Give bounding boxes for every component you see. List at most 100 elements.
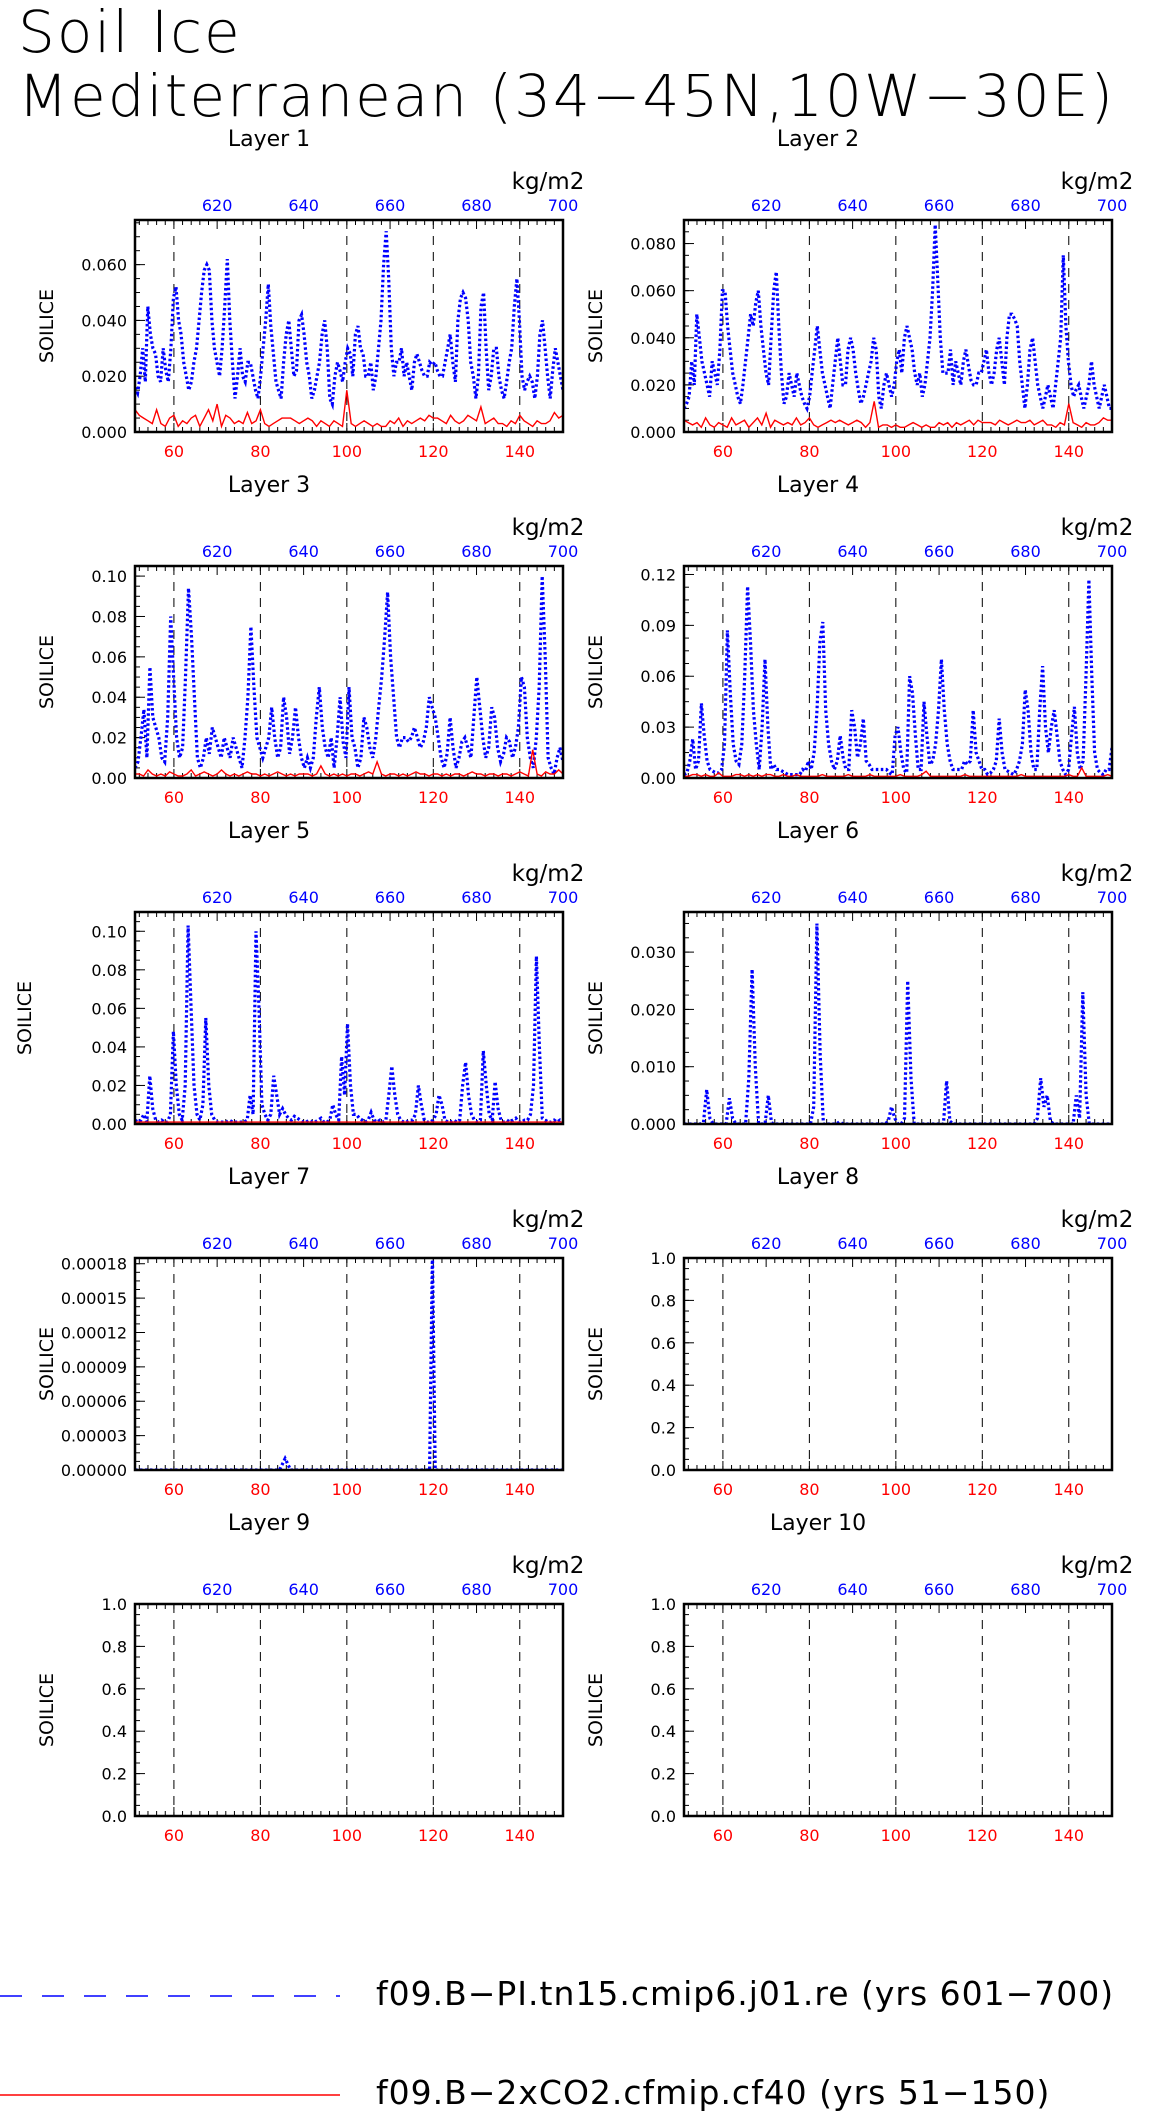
x-tick-label: 60: [713, 442, 733, 461]
x-top-tick-label: 660: [924, 1580, 955, 1599]
x-top-tick-label: 640: [288, 196, 319, 215]
plot-frame: [682, 564, 1114, 780]
x-tick-label: 140: [1053, 1480, 1084, 1499]
x-tick-label: 100: [332, 788, 363, 807]
x-tick-label: 80: [250, 1134, 270, 1153]
x-top-tick-label: 640: [837, 1234, 868, 1253]
y-tick-label: 0.060: [630, 282, 676, 301]
x-top-tick-label: 660: [924, 542, 955, 561]
x-tick-label: 60: [164, 1480, 184, 1499]
top-axis-unit: kg/m2: [1061, 1207, 1134, 1233]
x-top-tick-label: 620: [751, 542, 782, 561]
y-tick-label: 0.10: [91, 922, 127, 941]
x-top-tick-label: 700: [548, 888, 579, 907]
x-top-tick-label: 700: [1097, 196, 1128, 215]
x-tick-label: 60: [713, 1480, 733, 1499]
series-line-control: [684, 923, 1112, 1124]
y-tick-label: 0.020: [630, 376, 676, 395]
series-line-2xco2: [684, 401, 1112, 429]
series-line-control: [684, 224, 1112, 413]
panel-title: Layer 2: [777, 127, 859, 152]
y-tick-label: 0.8: [651, 1291, 676, 1310]
x-top-tick-label: 640: [837, 542, 868, 561]
x-tick-label: 140: [1053, 442, 1084, 461]
y-tick-label: 0.6: [651, 1680, 676, 1699]
series-line-control: [135, 231, 563, 411]
x-top-tick-label: 620: [751, 196, 782, 215]
panel-title: Layer 4: [777, 473, 859, 498]
top-axis-unit: kg/m2: [1061, 861, 1134, 887]
series-line-2xco2: [135, 390, 563, 429]
x-tick-label: 60: [164, 1134, 184, 1153]
x-top-tick-label: 680: [461, 542, 492, 561]
x-top-tick-label: 640: [288, 542, 319, 561]
x-tick-label: 80: [250, 1480, 270, 1499]
x-tick-label: 60: [164, 1826, 184, 1845]
y-axis-label: SOILICE: [585, 635, 607, 709]
y-tick-label: 0.00015: [61, 1289, 127, 1308]
chart-panel-4: Layer 4 kg/m2 60 80 100 120 140 620 640 660 680 700…: [585, 473, 1133, 807]
chart-panel-3: Layer 3 kg/m2 60 80 100 120 140 620 640 660 680 700…: [36, 473, 584, 807]
plot-frame: [133, 910, 565, 1126]
x-tick-label: 120: [418, 788, 449, 807]
panel-title: Layer 5: [228, 819, 310, 844]
y-tick-label: 0.2: [651, 1419, 676, 1438]
x-tick-label: 60: [713, 1826, 733, 1845]
chart-panel-9: Layer 9 kg/m2 60 80 100 120 140 620 640 660 680 700…: [36, 1511, 584, 1845]
x-top-tick-label: 620: [202, 1580, 233, 1599]
y-tick-label: 0.2: [651, 1765, 676, 1784]
x-tick-label: 120: [418, 442, 449, 461]
x-tick-label: 140: [504, 442, 535, 461]
x-tick-label: 60: [713, 1134, 733, 1153]
x-tick-label: 80: [250, 788, 270, 807]
x-top-tick-label: 680: [461, 1234, 492, 1253]
panel-title: Layer 9: [228, 1511, 310, 1536]
y-axis-label: SOILICE: [585, 289, 607, 363]
legend-label-1: f09.B−PI.tn15.cmip6.j01.re (yrs 601−700): [376, 1974, 1115, 2013]
page-title: Soil Ice Mediterranean (34−45N,10W−30E): [18, 0, 1115, 128]
x-top-tick-label: 700: [548, 542, 579, 561]
x-tick-label: 100: [881, 442, 912, 461]
y-tick-label: 0.8: [651, 1637, 676, 1656]
plot-frame: [682, 1602, 1114, 1818]
x-top-tick-label: 660: [375, 196, 406, 215]
top-axis-unit: kg/m2: [512, 861, 585, 887]
y-tick-label: 0.08: [91, 961, 127, 980]
y-tick-label: 0.10: [91, 567, 127, 586]
y-tick-label: 0.00000: [61, 1461, 127, 1480]
y-tick-label: 0.4: [102, 1722, 127, 1741]
y-tick-label: 0.00012: [61, 1323, 127, 1342]
y-tick-label: 0.00003: [61, 1427, 127, 1446]
y-tick-label: 0.010: [630, 1058, 676, 1077]
top-axis-unit: kg/m2: [512, 169, 585, 195]
y-tick-label: 0.00: [91, 1115, 127, 1134]
y-tick-label: 1.0: [651, 1249, 676, 1268]
y-tick-label: 0.000: [81, 423, 127, 442]
top-axis-unit: kg/m2: [1061, 1553, 1134, 1579]
x-tick-label: 120: [967, 1480, 998, 1499]
panel-title: Layer 6: [777, 819, 859, 844]
x-tick-label: 100: [881, 788, 912, 807]
legend-swatch-1: [0, 1995, 340, 1997]
plot-frame: [133, 564, 565, 780]
x-top-tick-label: 680: [461, 888, 492, 907]
x-top-tick-label: 640: [837, 888, 868, 907]
chart-panel-10: Layer 10 kg/m2 60 80 100 120 140 620 640 660 680 70…: [585, 1511, 1133, 1845]
y-tick-label: 0.020: [81, 367, 127, 386]
legend-label-2: f09.B−2xCO2.cfmip.cf40 (yrs 51−150): [376, 2073, 1051, 2112]
x-top-tick-label: 620: [751, 1580, 782, 1599]
x-top-tick-label: 700: [548, 196, 579, 215]
chart-panel-2: Layer 2 kg/m2 60 80 100 120 140 620 640 660 680 700…: [585, 127, 1133, 461]
panel-title: Layer 8: [777, 1165, 859, 1190]
x-tick-label: 120: [418, 1480, 449, 1499]
y-axis-label: SOILICE: [36, 1673, 58, 1747]
chart-panel-8: Layer 8 kg/m2 60 80 100 120 140 620 640 660 680 700…: [585, 1165, 1133, 1499]
plot-frame: [133, 1256, 565, 1472]
x-tick-label: 140: [1053, 1826, 1084, 1845]
series-line-2xco2: [135, 749, 563, 778]
series-line-control: [135, 1258, 563, 1470]
x-top-tick-label: 620: [202, 542, 233, 561]
x-top-tick-label: 680: [461, 196, 492, 215]
chart-panel-1: Layer 1 kg/m2 60 80 100 120 140 620 640 660 680 700…: [36, 127, 584, 461]
